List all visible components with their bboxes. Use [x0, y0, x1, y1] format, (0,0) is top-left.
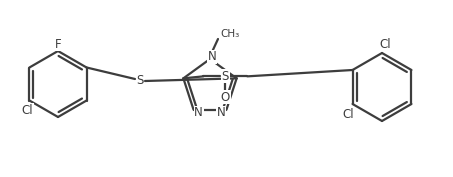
Text: Cl: Cl — [343, 107, 354, 121]
Text: N: N — [194, 106, 203, 119]
Text: F: F — [55, 38, 61, 50]
Text: Cl: Cl — [22, 104, 33, 117]
Text: O: O — [221, 91, 230, 104]
Text: Cl: Cl — [379, 38, 391, 50]
Text: CH₃: CH₃ — [220, 29, 239, 39]
Text: N: N — [217, 106, 226, 119]
Text: S: S — [222, 70, 229, 83]
Text: N: N — [207, 50, 217, 64]
Text: S: S — [136, 75, 144, 87]
